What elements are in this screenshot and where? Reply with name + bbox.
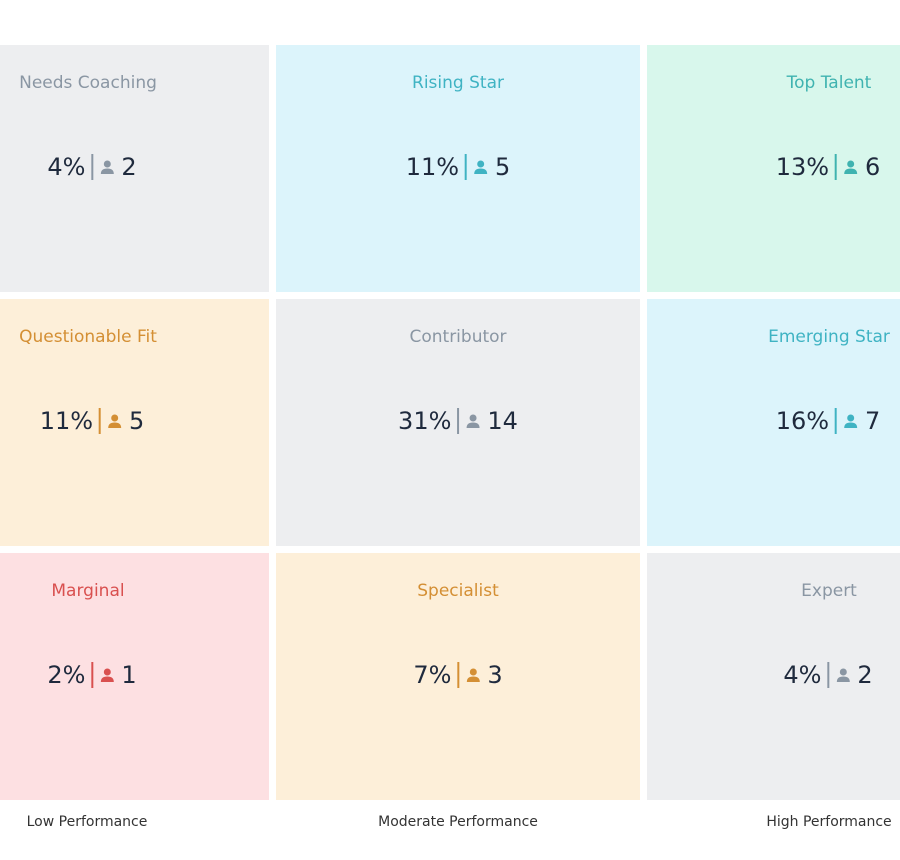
separator — [827, 662, 830, 688]
percent: 31% — [398, 407, 452, 435]
person-icon — [100, 160, 114, 174]
person-icon — [466, 414, 480, 428]
count: 14 — [487, 407, 518, 435]
grid-cell: Rising Star 11% 5 — [276, 45, 640, 292]
count: 6 — [865, 153, 881, 181]
grid-cell: Top Talent 13% 6 — [647, 45, 900, 292]
separator — [835, 154, 838, 180]
separator — [457, 662, 460, 688]
cell-stat: 2% 1 — [47, 661, 136, 689]
cell-title: Specialist — [417, 581, 499, 601]
cell-stat: 4% 2 — [47, 153, 136, 181]
separator — [99, 408, 102, 434]
person-icon — [836, 668, 850, 682]
count: 7 — [865, 407, 881, 435]
separator — [91, 154, 94, 180]
percent: 13% — [775, 153, 830, 181]
separator — [835, 408, 838, 434]
percent: 16% — [775, 407, 830, 435]
person-icon — [466, 668, 480, 682]
count: 5 — [495, 153, 511, 181]
cell-title: Marginal — [51, 581, 125, 601]
cell-title: Contributor — [409, 327, 507, 347]
percent: 4% — [783, 661, 822, 689]
cell-title: Questionable Fit — [19, 327, 157, 347]
grid-cell: Needs Coaching 4% 2 — [0, 45, 269, 292]
percent: 11% — [405, 153, 460, 181]
grid-cell: Contributor 31% 14 — [276, 299, 640, 546]
cell-stat: 11% 5 — [40, 407, 145, 435]
count: 5 — [129, 407, 145, 435]
cell-title: Expert — [801, 581, 857, 601]
percent: 2% — [47, 661, 86, 689]
count: 2 — [121, 153, 137, 181]
separator — [91, 662, 94, 688]
grid-cell: Expert 4% 2 — [647, 553, 900, 800]
x-axis-label: Low Performance — [26, 814, 148, 830]
cell-stat: 13% 6 — [776, 153, 881, 181]
person-icon — [100, 668, 114, 682]
separator — [465, 154, 468, 180]
cell-stat: 4% 2 — [783, 661, 872, 689]
grid-cell: Emerging Star 16% 7 — [647, 299, 900, 546]
x-axis-label: Moderate Performance — [378, 814, 538, 830]
person-icon — [844, 414, 858, 428]
cell-title: Rising Star — [412, 73, 504, 93]
person-icon — [844, 160, 858, 174]
cell-stat: 7% 3 — [413, 661, 502, 689]
cell-stat: 16% 7 — [776, 407, 881, 435]
separator — [457, 408, 460, 434]
grid-cell: Questionable Fit 11% 5 — [0, 299, 269, 546]
grid-cell: Specialist 7% 3 — [276, 553, 640, 800]
person-icon — [474, 160, 488, 174]
grid-cell: Marginal 2% 1 — [0, 553, 269, 800]
percent: 11% — [39, 407, 94, 435]
cell-title: Top Talent — [786, 73, 872, 93]
cell-title: Needs Coaching — [19, 73, 157, 93]
cell-stat: 11% 5 — [406, 153, 511, 181]
x-axis-label: High Performance — [766, 814, 892, 830]
cell-stat: 31% 14 — [398, 407, 518, 435]
cell-title: Emerging Star — [768, 327, 890, 347]
count: 3 — [487, 661, 503, 689]
count: 1 — [121, 661, 137, 689]
percent: 4% — [47, 153, 86, 181]
person-icon — [108, 414, 122, 428]
count: 2 — [857, 661, 873, 689]
percent: 7% — [413, 661, 452, 689]
